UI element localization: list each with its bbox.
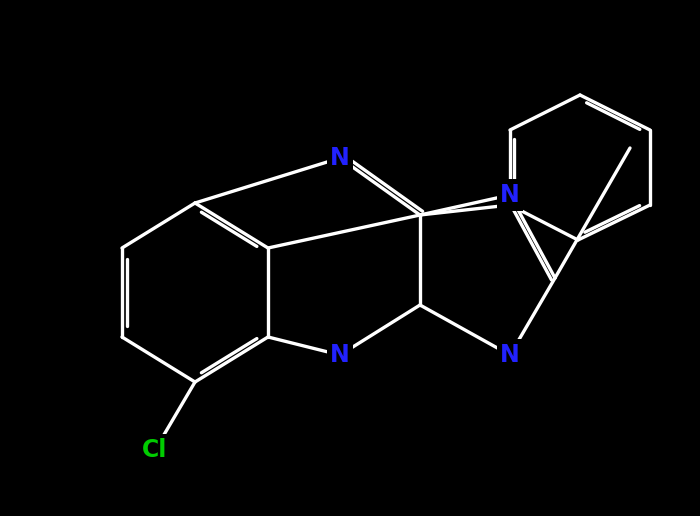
Text: N: N (500, 343, 520, 367)
Text: N: N (330, 146, 350, 170)
Text: N: N (500, 183, 520, 207)
Text: N: N (330, 343, 350, 367)
Text: Cl: Cl (142, 438, 168, 462)
